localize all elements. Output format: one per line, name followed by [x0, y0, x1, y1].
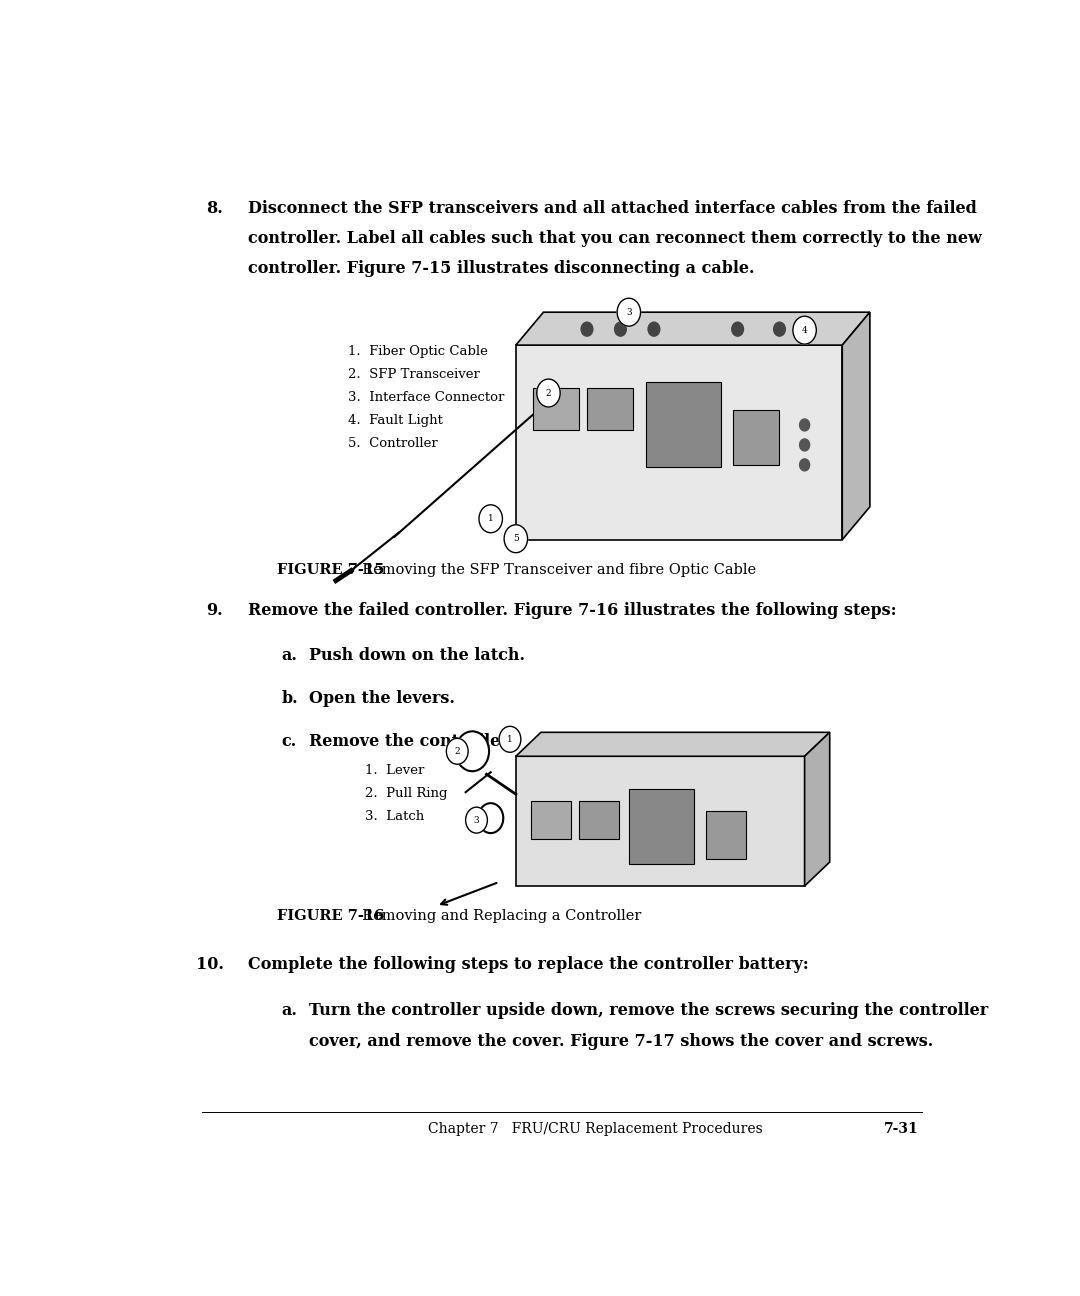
- Text: FIGURE 7-16: FIGURE 7-16: [278, 908, 384, 923]
- Polygon shape: [842, 312, 869, 539]
- Polygon shape: [805, 732, 829, 886]
- Text: Removing the SFP Transceiver and fibre Optic Cable: Removing the SFP Transceiver and fibre O…: [352, 562, 756, 577]
- Text: 3.  Latch: 3. Latch: [365, 810, 424, 823]
- Bar: [733, 410, 780, 465]
- Text: 8.: 8.: [206, 201, 222, 218]
- Text: 3: 3: [474, 815, 480, 824]
- Text: 3: 3: [626, 307, 632, 316]
- Text: Disconnect the SFP transceivers and all attached interface cables from the faile: Disconnect the SFP transceivers and all …: [248, 201, 977, 218]
- Text: Complete the following steps to replace the controller battery:: Complete the following steps to replace …: [248, 956, 809, 973]
- Bar: [646, 382, 720, 467]
- Text: b.: b.: [282, 691, 298, 708]
- Circle shape: [617, 298, 640, 327]
- Text: 1.  Fiber Optic Cable: 1. Fiber Optic Cable: [349, 345, 488, 358]
- Text: 5: 5: [513, 534, 518, 543]
- Text: controller. Label all cables such that you can reconnect them correctly to the n: controller. Label all cables such that y…: [248, 231, 982, 248]
- Text: c.: c.: [282, 734, 297, 750]
- Bar: [588, 388, 633, 430]
- Polygon shape: [516, 732, 829, 757]
- Text: Remove the controller.: Remove the controller.: [309, 734, 513, 750]
- Circle shape: [648, 323, 660, 336]
- Text: Removing and Replacing a Controller: Removing and Replacing a Controller: [352, 908, 642, 923]
- Circle shape: [480, 505, 502, 533]
- Text: 2: 2: [455, 746, 460, 756]
- Polygon shape: [516, 312, 869, 345]
- Text: 9.: 9.: [206, 601, 222, 618]
- Text: 2.  SFP Transceiver: 2. SFP Transceiver: [349, 368, 481, 381]
- Text: Remove the failed controller. Figure 7-16 illustrates the following steps:: Remove the failed controller. Figure 7-1…: [248, 601, 896, 618]
- Circle shape: [446, 739, 468, 765]
- Text: 3.  Interface Connector: 3. Interface Connector: [349, 391, 504, 404]
- Text: Turn the controller upside down, remove the screws securing the controller: Turn the controller upside down, remove …: [309, 1002, 988, 1019]
- Bar: [706, 811, 746, 859]
- Bar: [532, 388, 579, 430]
- Text: 1: 1: [488, 515, 494, 524]
- Text: 4.  Fault Light: 4. Fault Light: [349, 413, 443, 426]
- Text: 4: 4: [801, 325, 808, 334]
- Circle shape: [732, 323, 743, 336]
- Circle shape: [456, 731, 489, 771]
- FancyBboxPatch shape: [516, 345, 842, 539]
- Text: 2: 2: [545, 389, 551, 398]
- Circle shape: [581, 323, 593, 336]
- Text: Chapter 7   FRU/CRU Replacement Procedures: Chapter 7 FRU/CRU Replacement Procedures: [428, 1121, 762, 1135]
- Circle shape: [465, 807, 487, 833]
- Bar: [579, 801, 619, 839]
- Circle shape: [615, 323, 626, 336]
- Circle shape: [537, 378, 561, 407]
- Circle shape: [793, 316, 816, 345]
- Bar: [531, 801, 571, 839]
- Text: cover, and remove the cover. Figure 7-17 shows the cover and screws.: cover, and remove the cover. Figure 7-17…: [309, 1033, 933, 1050]
- Text: 10.: 10.: [197, 956, 224, 973]
- Text: 1.  Lever: 1. Lever: [365, 765, 424, 778]
- Text: controller. Figure 7-15 illustrates disconnecting a cable.: controller. Figure 7-15 illustrates disc…: [248, 260, 755, 277]
- Text: Open the levers.: Open the levers.: [309, 691, 455, 708]
- Circle shape: [504, 525, 527, 552]
- Circle shape: [499, 726, 521, 752]
- Text: a.: a.: [282, 1002, 297, 1019]
- Text: 2.  Pull Ring: 2. Pull Ring: [365, 787, 448, 800]
- Text: 5.  Controller: 5. Controller: [349, 437, 438, 450]
- Text: Push down on the latch.: Push down on the latch.: [309, 648, 525, 665]
- Circle shape: [799, 459, 810, 470]
- Text: a.: a.: [282, 648, 297, 665]
- Bar: [629, 789, 694, 864]
- Text: FIGURE 7-15: FIGURE 7-15: [278, 562, 384, 577]
- Circle shape: [773, 323, 785, 336]
- Text: 7-31: 7-31: [885, 1121, 919, 1135]
- Circle shape: [478, 804, 503, 833]
- Text: 1: 1: [508, 735, 513, 744]
- Circle shape: [799, 419, 810, 432]
- Circle shape: [799, 439, 810, 451]
- FancyBboxPatch shape: [516, 757, 805, 886]
